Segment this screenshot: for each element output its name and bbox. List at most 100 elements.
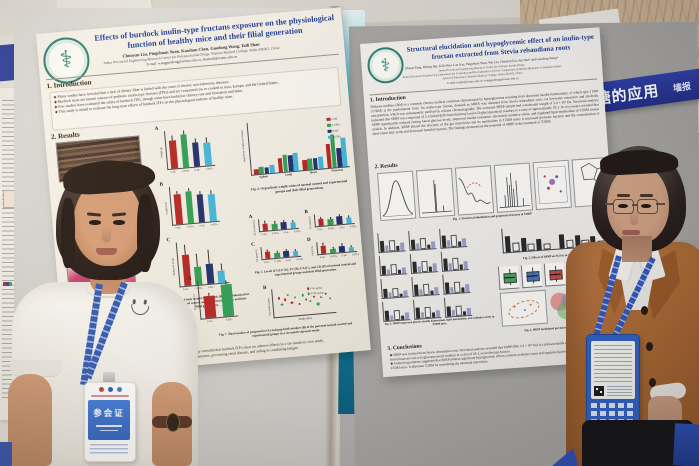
bar-column [335, 212, 344, 225]
smiley-eye [143, 299, 148, 305]
bar [265, 251, 271, 259]
bar-column [263, 246, 272, 259]
bar-column [317, 214, 326, 227]
chart-tc: B TC (mmol/L) F-NC F-ITFs S-NC S-ITFs [304, 207, 356, 235]
mini-bar [423, 284, 430, 296]
mini-bar [451, 310, 456, 317]
mini-bar [384, 310, 389, 321]
bar [184, 190, 195, 224]
lips [96, 248, 117, 255]
scatter-point [290, 301, 293, 304]
bar-column [288, 216, 297, 229]
bar [262, 223, 269, 231]
scatter-point [280, 303, 284, 307]
x-tick-label: S-NC [283, 230, 290, 234]
scatter-dot [529, 303, 532, 306]
mini-bar [441, 235, 446, 248]
y-axis-label: Abdominal fat (g) [171, 257, 176, 276]
bar [280, 221, 287, 230]
bar [339, 245, 345, 253]
bar-column [346, 239, 355, 252]
bar [336, 216, 343, 225]
bar [543, 243, 551, 250]
eye-left [618, 204, 628, 208]
badge-cell-row [591, 403, 635, 408]
y-axis-label: TC (mmol/L) [308, 215, 313, 230]
program-badge [586, 334, 640, 432]
y-axis-label: Length (cm) [164, 201, 169, 215]
x-tick-label: Pancreas [331, 168, 344, 173]
coat-button [649, 378, 656, 387]
bar [274, 252, 281, 259]
x-tick-label: F-NC [317, 227, 323, 231]
scatter-point [309, 300, 312, 303]
bar [292, 251, 299, 257]
x-tick-label: F-NC [261, 232, 268, 236]
mini-bar [465, 284, 470, 293]
x-axis-label: Study days [298, 317, 313, 322]
legend-label: F-ITFs group [310, 291, 325, 295]
mini-bar [392, 287, 399, 298]
mini-bar [388, 239, 396, 252]
bar-group [250, 121, 275, 175]
coat-button [641, 306, 648, 315]
mini-bar-chart [439, 227, 468, 249]
mini-bar [403, 290, 408, 297]
right-section-1-header: 1. Introduction [369, 94, 407, 104]
mini-bar [386, 269, 391, 275]
scatter-dot [523, 309, 527, 312]
bar [330, 248, 336, 254]
mini-bar [420, 312, 425, 319]
x-tick-label: F-ITFs [225, 317, 233, 322]
x-tick-label: F-NC [319, 255, 326, 259]
bar [345, 217, 352, 224]
scatter-point [284, 298, 287, 301]
bar-column [282, 245, 291, 258]
chart-organ-ratio: Spleen Lung Heart Pancreas Organ/body weight… [236, 111, 351, 184]
mini-bar-chart [412, 298, 442, 320]
scatter-dot [513, 305, 516, 308]
x-tick-label: S-ITFs [294, 229, 301, 233]
schedule-small-lines [607, 386, 632, 396]
bar [318, 218, 325, 227]
qr-speckle [596, 388, 598, 390]
scatter-point [328, 297, 332, 300]
chart-pup-scatter: B Pup birth number Study days F-NC group F-I… [263, 281, 338, 327]
mini-bar [462, 237, 467, 247]
plot-area [168, 182, 221, 226]
mini-bar-chart [408, 229, 437, 252]
mini-bar [428, 266, 433, 272]
bar-column [337, 240, 346, 253]
mini-bar-chart [378, 254, 408, 277]
mini-bar [432, 263, 438, 272]
chart-legend: F-NC F-ITFs S-NC S-ITFs [326, 115, 346, 140]
bar-column [326, 213, 335, 226]
chart-weight: A Weight (g) F-NC F-ITFs S-NC S-ITFs [155, 123, 217, 178]
x-tick-label: S-ITFs [349, 224, 357, 229]
gpc-curve-plot [377, 170, 417, 222]
mini-bar [430, 290, 435, 295]
bar [292, 153, 299, 171]
left-arm [8, 374, 52, 466]
scatter-point [293, 296, 297, 299]
badge-text-bar [96, 425, 122, 427]
bar [317, 156, 324, 169]
bar [504, 236, 512, 253]
mini-bar [431, 312, 436, 318]
bar [196, 193, 206, 223]
mini-bar [412, 261, 417, 273]
box [503, 273, 517, 284]
bar [289, 222, 296, 229]
glasses-temple-right [656, 203, 665, 205]
lips [622, 230, 640, 235]
legend-swatch [327, 129, 332, 133]
badge-footer-lines [90, 444, 128, 456]
error-bar [196, 253, 198, 267]
legend-swatch [326, 123, 331, 127]
legend-swatch [326, 117, 331, 122]
mini-bar [467, 308, 472, 316]
left-section-2-header: 2. Results [50, 130, 81, 142]
box [526, 271, 540, 282]
x-tick-label: S-NC [199, 224, 206, 228]
